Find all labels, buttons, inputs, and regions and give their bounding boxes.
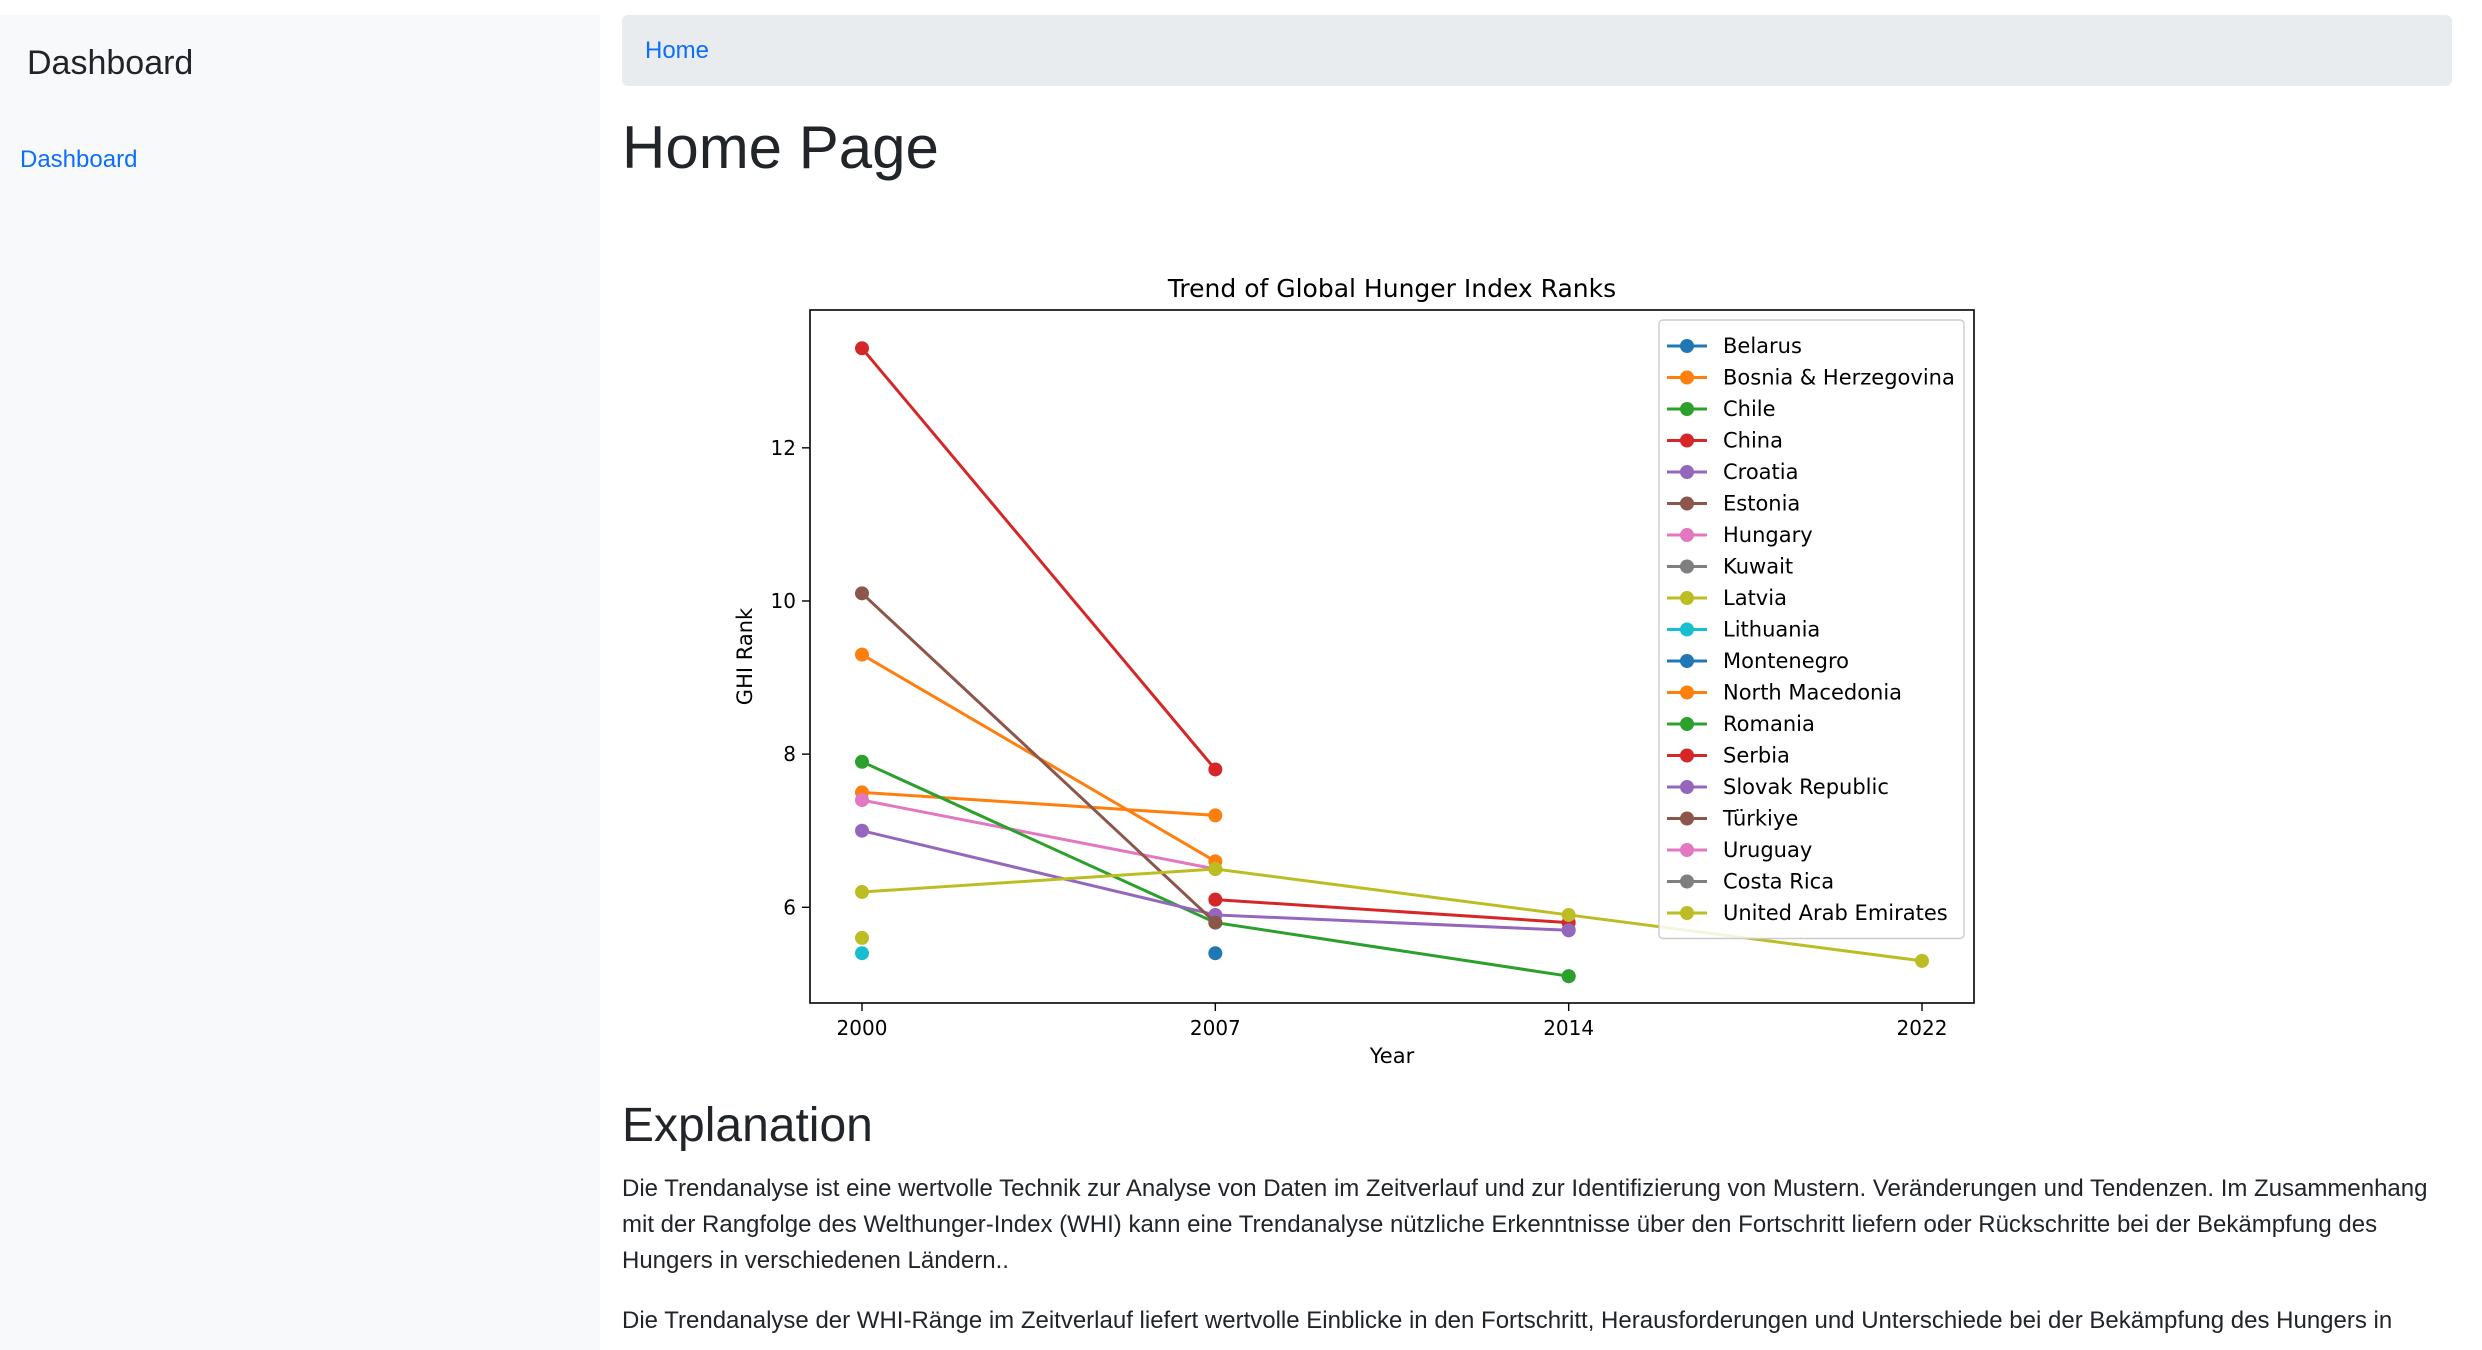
- legend-marker: [1680, 780, 1694, 794]
- legend-label: Serbia: [1723, 744, 1790, 768]
- legend-label: Kuwait: [1723, 555, 1793, 579]
- series-line: [861, 790, 1216, 817]
- legend-label: Romania: [1723, 712, 1815, 736]
- data-point: [855, 823, 869, 838]
- legend-marker: [1680, 370, 1694, 385]
- breadcrumb: Home: [622, 15, 2452, 86]
- legend-marker: [1680, 717, 1694, 731]
- legend-marker: [1680, 622, 1694, 637]
- data-point: [855, 341, 869, 356]
- x-tick-label: 2022: [1897, 1016, 1948, 1040]
- legend-marker: [1680, 906, 1694, 920]
- data-point: [1915, 953, 1929, 968]
- legend-marker: [1680, 874, 1694, 889]
- data-point: [1561, 969, 1576, 984]
- chart-container: Trend of Global Hunger Index Ranks 2000 20…: [622, 255, 2452, 1085]
- series-line: [1215, 898, 1569, 925]
- legend-label: Montenegro: [1723, 649, 1849, 673]
- legend-label: Slovak Republic: [1723, 775, 1889, 799]
- series-line: [861, 798, 1216, 871]
- y-tick-label: 8: [783, 742, 796, 766]
- legend-label: Bosnia & Herzegovina: [1723, 366, 1955, 390]
- data-point: [1561, 923, 1576, 938]
- data-point: [1208, 762, 1223, 777]
- sidebar: Dashboard Dashboard: [0, 15, 600, 1350]
- x-axis-label: Year: [1369, 1044, 1415, 1068]
- legend-marker: [1680, 433, 1694, 448]
- legend-marker: [1680, 496, 1694, 511]
- legend-label: Costa Rica: [1723, 870, 1834, 894]
- legend-marker: [1680, 654, 1694, 668]
- legend-label: Chile: [1723, 397, 1776, 421]
- legend-label: Latvia: [1723, 586, 1787, 610]
- data-point: [855, 884, 869, 899]
- legend-label: Hungary: [1723, 523, 1813, 547]
- legend-marker: [1680, 591, 1694, 605]
- data-point: [1208, 915, 1223, 930]
- explanation-paragraph-1: Die Trendanalyse ist eine wertvolle Tech…: [622, 1175, 2428, 1274]
- legend-marker: [1680, 465, 1694, 479]
- legend-label: Croatia: [1723, 460, 1799, 484]
- y-tick-label: 6: [783, 895, 796, 919]
- page-title: Home Page: [622, 114, 939, 181]
- y-tick-label: 12: [771, 436, 796, 460]
- x-tick-label: 2000: [837, 1016, 888, 1040]
- data-point: [855, 647, 869, 662]
- plot-frame: [809, 309, 1975, 1004]
- explanation-heading: Explanation: [622, 1099, 873, 1152]
- y-axis-label: GHI Rank: [733, 607, 757, 705]
- sidebar-title: Dashboard: [27, 44, 194, 82]
- series-line: [860, 347, 1217, 771]
- x-tick-label: 2014: [1543, 1016, 1594, 1040]
- legend-marker: [1680, 339, 1694, 353]
- legend-label: Türkiye: [1722, 807, 1798, 831]
- data-point: [855, 793, 869, 808]
- chart-legend: [1658, 319, 1965, 940]
- legend-label: Estonia: [1723, 492, 1800, 516]
- breadcrumb-home-link[interactable]: Home: [645, 36, 710, 64]
- legend-label: United Arab Emirates: [1723, 901, 1948, 925]
- main-content: Home Home Page Trend of Global Hunger In…: [622, 0, 2452, 1350]
- data-point: [855, 930, 869, 945]
- legend-label: Belarus: [1723, 334, 1802, 358]
- ghi-trend-chart: Trend of Global Hunger Index Ranks 2000 20…: [733, 274, 1975, 1068]
- data-point: [1208, 892, 1223, 907]
- explanation-paragraph-2: Die Trendanalyse der WHI-Ränge im Zeitve…: [622, 1307, 2393, 1334]
- legend-marker: [1680, 559, 1694, 574]
- legend-marker: [1680, 685, 1694, 700]
- legend-marker: [1680, 528, 1694, 542]
- legend-marker: [1680, 811, 1694, 826]
- legend-label: Lithuania: [1723, 618, 1820, 642]
- data-point: [1208, 946, 1223, 961]
- legend-label: North Macedonia: [1723, 681, 1902, 705]
- x-tick-label: 2007: [1190, 1016, 1241, 1040]
- series-line: [860, 592, 1217, 924]
- data-point: [1561, 907, 1576, 922]
- data-point: [855, 586, 869, 601]
- data-point: [855, 946, 869, 961]
- legend-marker: [1680, 748, 1694, 763]
- legend-marker: [1680, 402, 1694, 416]
- legend-label: China: [1723, 429, 1783, 453]
- y-tick-label: 10: [771, 589, 796, 613]
- data-point: [1208, 861, 1223, 876]
- legend-label: Uruguay: [1723, 838, 1812, 862]
- chart-title: Trend of Global Hunger Index Ranks: [1167, 274, 1616, 303]
- data-point: [1208, 808, 1223, 823]
- legend-marker: [1680, 843, 1694, 857]
- data-point: [855, 754, 869, 769]
- sidebar-link-dashboard[interactable]: Dashboard: [20, 146, 138, 173]
